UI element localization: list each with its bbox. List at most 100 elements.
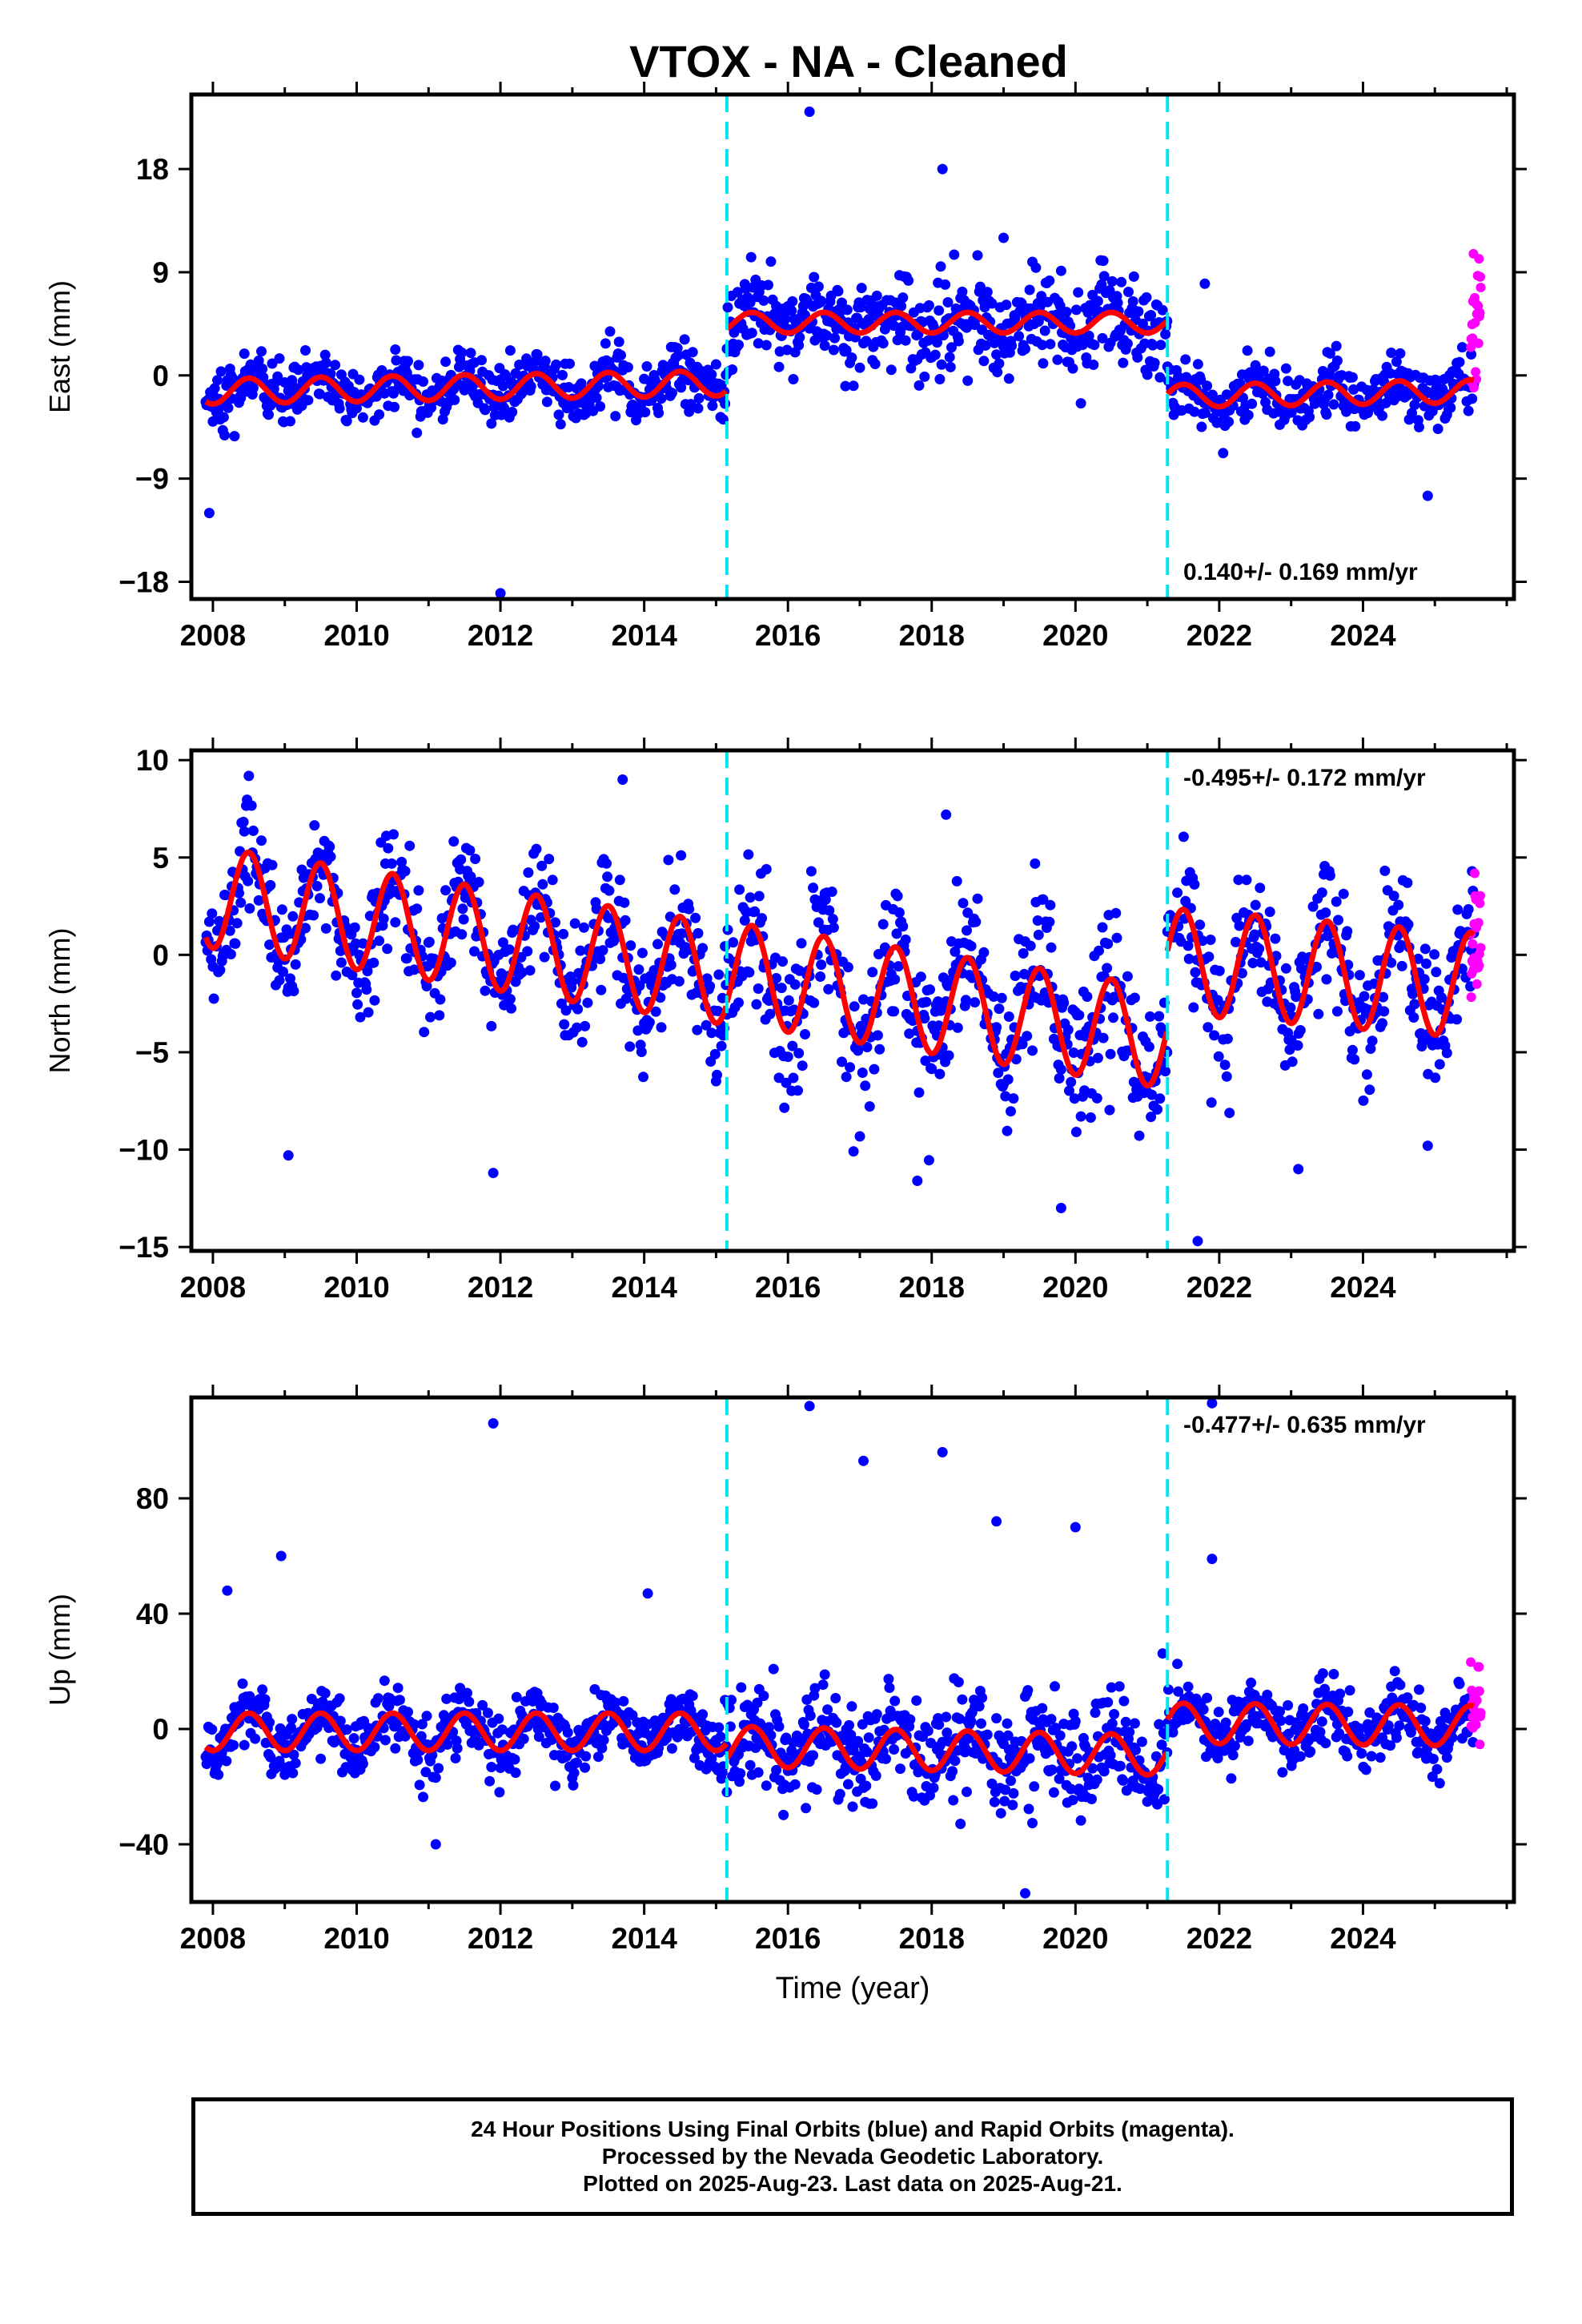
outlier-point [937,1446,948,1458]
data-point [551,359,562,370]
data-point [1378,991,1389,1003]
data-point [970,997,981,1008]
outlier-point [1192,1236,1203,1247]
rapid-orbit-points [1466,1657,1486,1750]
data-point [1195,919,1206,931]
data-point [636,947,648,959]
data-point [350,938,361,949]
data-point [636,1047,647,1057]
data-point [441,1693,452,1704]
data-point [430,1772,441,1783]
data-point [1127,296,1138,307]
data-point [470,854,481,864]
data-point [465,871,476,883]
data-point [816,959,827,971]
outlier-point [430,1839,441,1850]
data-point [830,1693,841,1703]
data-point [858,994,869,1005]
data-point [548,1703,559,1713]
data-point [986,1778,998,1789]
data-point [869,359,881,369]
data-point [263,409,274,420]
data-point [1146,1112,1157,1123]
data-point [1122,971,1133,982]
data-point [1002,1718,1013,1729]
data-point [452,1743,463,1754]
rapid-point [1472,374,1482,384]
data-point [1003,373,1014,384]
data-point [1207,389,1218,400]
data-point [761,340,772,351]
data-point [1348,384,1359,395]
data-point [1209,1030,1220,1041]
data-point [980,340,991,351]
data-point [459,384,470,396]
x-tick-label: 2016 [755,1922,821,1955]
y-axis-label: Up (mm) [43,1594,76,1706]
data-point [1092,296,1103,307]
data-point [576,1036,588,1047]
data-point [745,297,756,308]
data-point [789,979,801,990]
data-point [822,1704,833,1715]
outlier-point [1422,1140,1433,1152]
data-point [1206,1097,1217,1108]
data-point [808,1750,819,1761]
data-point [1229,1740,1240,1751]
data-point [884,1683,895,1693]
data-point [713,1722,725,1733]
data-point [1054,1773,1065,1784]
data-point [1338,888,1349,899]
data-point [1007,1799,1018,1811]
data-point [1054,1730,1066,1741]
data-point [720,398,731,409]
data-point [614,875,625,886]
data-point [1157,304,1168,316]
data-point [809,1683,821,1694]
data-point [523,867,534,879]
data-point [1120,1716,1131,1727]
data-point [1098,271,1110,282]
data-point [1110,907,1122,919]
data-point [869,1063,880,1075]
data-point [1029,1781,1040,1792]
data-point [863,1732,874,1743]
data-point [613,336,624,348]
data-point [780,313,791,324]
data-point [1375,1752,1386,1763]
data-point [999,1795,1010,1807]
data-point [1243,1735,1254,1747]
data-point [787,1040,798,1051]
rapid-point [1470,868,1480,879]
data-point [1391,1732,1402,1743]
data-point [1254,943,1265,955]
data-point [1044,275,1055,286]
data-point [330,360,341,371]
data-point [357,938,368,949]
data-point [355,1011,366,1023]
data-point [309,820,320,831]
data-point [235,897,247,908]
data-point [591,392,602,404]
data-point [633,964,644,975]
data-point [1033,929,1044,940]
data-point [412,1755,424,1766]
x-tick-label: 2010 [323,1271,389,1304]
data-point [665,959,677,971]
data-point [1223,416,1235,428]
rapid-point [1468,383,1479,392]
data-point [247,383,259,394]
y-tick-label: −9 [135,463,169,496]
data-point [524,965,536,976]
data-point [1025,940,1036,951]
data-point [1257,388,1268,399]
data-point [773,1721,785,1732]
data-point [482,1707,493,1719]
data-point [610,411,621,422]
data-point [758,295,769,306]
data-point [357,412,368,423]
data-point [1082,991,1093,1002]
data-point [765,1730,777,1741]
data-point [957,286,968,297]
data-point [536,860,548,871]
